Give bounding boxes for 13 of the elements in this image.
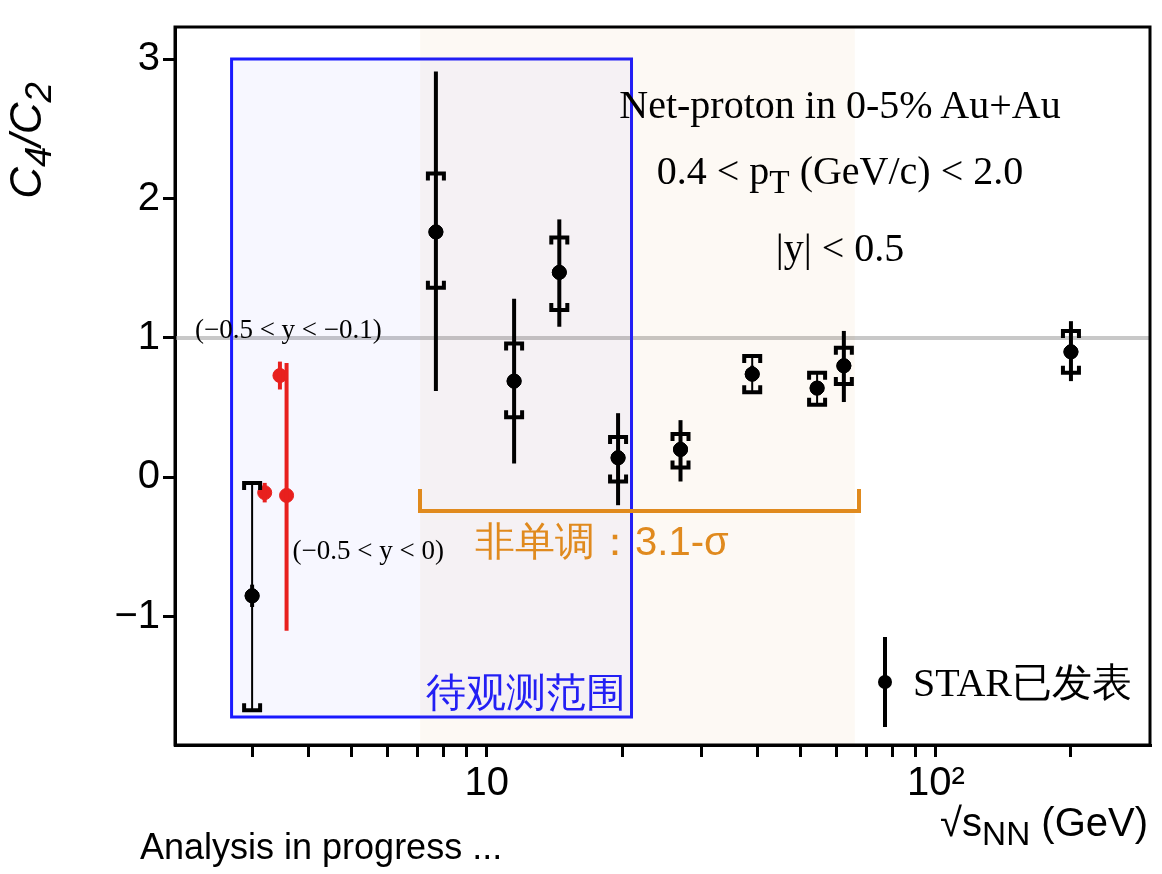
y-tick-label: 0 [137,452,160,497]
y-tick-label: −1 [114,591,160,636]
y-tick-label: 1 [137,312,160,357]
text: Analysis in progress ... [140,826,503,868]
annotation: |y| < 0.5 [774,224,906,272]
annotation: (−0.5 < y < 0) [292,535,444,567]
legend-label: STAR已发表 [912,658,1132,707]
band-label: 非单调：3.1-σ [475,518,730,563]
x-tick-label: 10 [464,759,510,804]
annotation: 0.4 < p$_{T}$ (GeV/c) < 2.0 [655,147,1025,202]
y-tick-label: 2 [137,173,160,218]
y-tick-label: 3 [137,34,160,79]
band-label: 待观测范围 [425,670,626,715]
